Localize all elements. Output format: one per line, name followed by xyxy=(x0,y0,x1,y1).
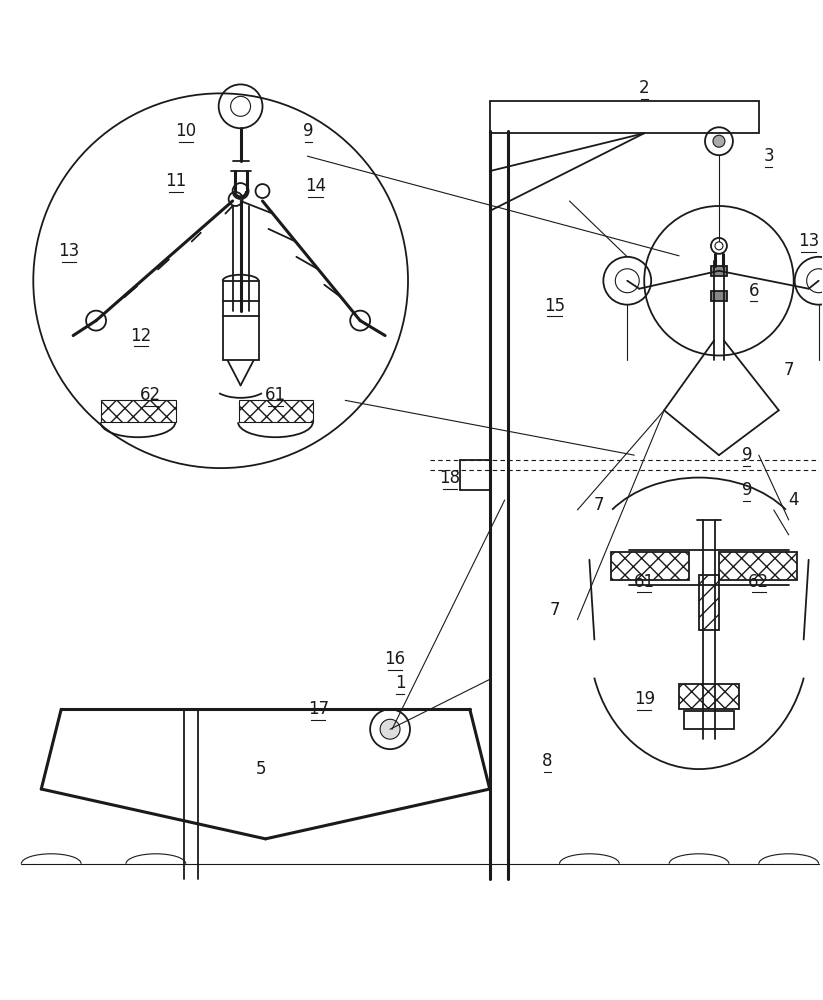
Text: 19: 19 xyxy=(634,690,655,708)
Text: 17: 17 xyxy=(308,700,329,718)
Text: 18: 18 xyxy=(439,469,460,487)
Circle shape xyxy=(380,719,400,739)
Circle shape xyxy=(713,135,725,147)
Bar xyxy=(490,101,759,133)
Text: 10: 10 xyxy=(175,122,197,140)
Text: 3: 3 xyxy=(764,147,774,165)
Text: 7: 7 xyxy=(549,601,560,619)
Text: 8: 8 xyxy=(542,752,553,770)
Text: 7: 7 xyxy=(783,361,794,379)
Text: 5: 5 xyxy=(255,760,266,778)
Bar xyxy=(679,684,739,709)
Text: 62: 62 xyxy=(748,573,770,591)
Text: 12: 12 xyxy=(130,327,151,345)
Bar xyxy=(711,266,727,276)
Text: 14: 14 xyxy=(305,177,326,195)
Text: 2: 2 xyxy=(639,79,649,97)
Bar xyxy=(101,400,176,422)
Text: 11: 11 xyxy=(165,172,187,190)
Bar xyxy=(699,575,719,630)
Text: 16: 16 xyxy=(384,650,406,668)
Text: 6: 6 xyxy=(749,282,759,300)
Text: 61: 61 xyxy=(265,386,286,404)
Bar xyxy=(239,400,314,422)
Text: 7: 7 xyxy=(594,496,605,514)
Text: 9: 9 xyxy=(742,446,752,464)
Bar xyxy=(711,291,727,301)
Bar xyxy=(611,552,689,580)
Bar xyxy=(684,711,734,729)
Text: 61: 61 xyxy=(634,573,655,591)
Text: 4: 4 xyxy=(788,491,799,509)
Text: 13: 13 xyxy=(798,232,819,250)
Text: 9: 9 xyxy=(742,481,752,499)
Bar xyxy=(719,552,797,580)
Bar xyxy=(223,281,258,360)
Text: 15: 15 xyxy=(544,297,565,315)
Text: 62: 62 xyxy=(140,386,161,404)
Text: 1: 1 xyxy=(395,674,406,692)
Text: 9: 9 xyxy=(303,122,314,140)
Text: 13: 13 xyxy=(58,242,80,260)
